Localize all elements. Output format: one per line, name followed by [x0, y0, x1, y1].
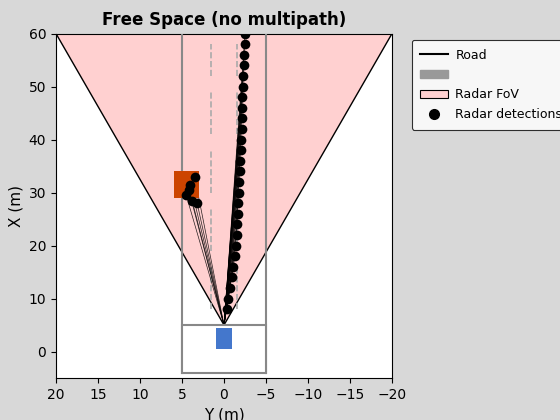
Bar [216, 328, 232, 349]
Radar detections [233, 232, 240, 237]
Radar detections [234, 222, 241, 227]
Radar detections [242, 31, 249, 36]
Bar [182, 325, 266, 373]
X-axis label: Y (m): Y (m) [204, 407, 244, 420]
Radar detections [228, 275, 235, 280]
Radar detections [241, 63, 248, 68]
Radar detections [239, 94, 246, 100]
Line: Radar detections: Radar detections [222, 29, 250, 314]
Radar detections [237, 148, 244, 153]
Legend: Road, , Radar FoV, Radar detections: Road, , Radar FoV, Radar detections [412, 40, 560, 130]
Radar detections [240, 84, 246, 89]
Radar detections [232, 254, 239, 259]
Radar detections [235, 201, 242, 206]
Radar detections [236, 179, 242, 184]
Radar detections [241, 52, 248, 57]
Radar detections [235, 211, 242, 216]
Radar detections [225, 296, 232, 301]
Radar detections [230, 264, 236, 269]
Radar detections [223, 307, 230, 312]
Radar detections [239, 105, 246, 110]
Radar detections [242, 42, 249, 47]
Y-axis label: X (m): X (m) [8, 185, 23, 227]
Radar detections [238, 116, 245, 121]
Radar detections [240, 74, 246, 79]
Radar detections [236, 169, 243, 174]
Radar detections [232, 243, 239, 248]
Radar detections [238, 126, 245, 131]
Polygon shape [56, 34, 392, 325]
Radar detections [226, 286, 233, 291]
Title: Free Space (no multipath): Free Space (no multipath) [102, 11, 346, 29]
Radar detections [237, 137, 244, 142]
Radar detections [236, 190, 242, 195]
Bar [174, 171, 199, 198]
Radar detections [236, 158, 243, 163]
